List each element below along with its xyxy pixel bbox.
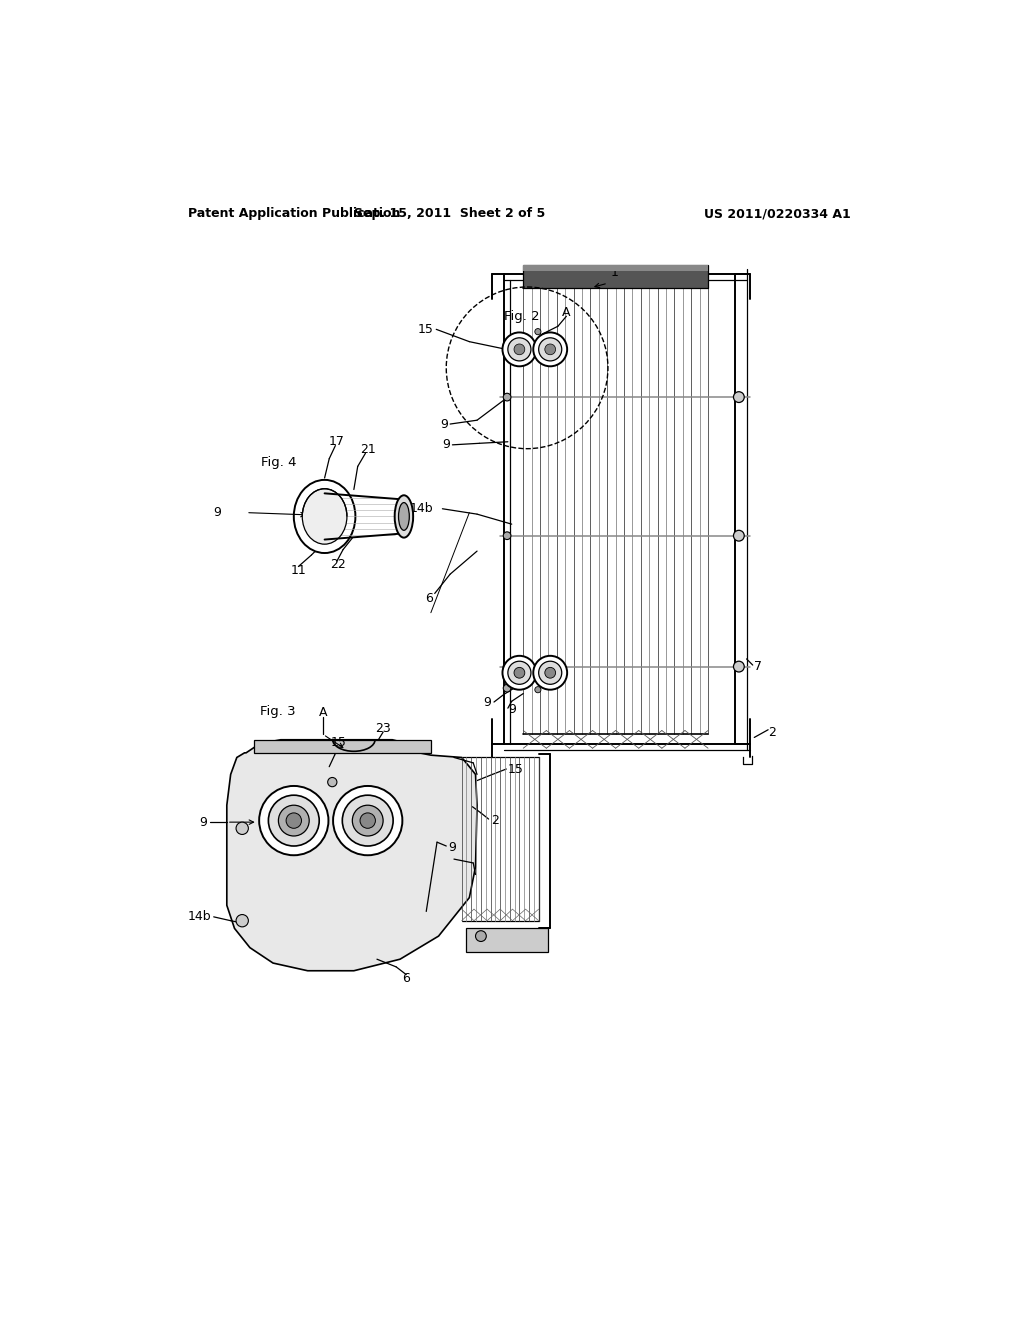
Text: 9: 9 [200, 816, 208, 829]
Circle shape [503, 656, 537, 689]
Circle shape [352, 805, 383, 836]
Circle shape [534, 656, 567, 689]
Polygon shape [254, 739, 431, 752]
Text: A: A [318, 706, 328, 719]
Text: 7: 7 [755, 660, 762, 673]
Text: 6: 6 [402, 972, 411, 985]
Circle shape [535, 329, 541, 335]
Circle shape [237, 915, 249, 927]
Circle shape [268, 795, 319, 846]
Circle shape [237, 822, 249, 834]
Text: 9: 9 [214, 506, 221, 519]
Text: 9: 9 [442, 438, 451, 451]
Text: 2: 2 [490, 814, 499, 828]
Text: 9: 9 [440, 417, 447, 430]
Circle shape [503, 663, 511, 671]
Text: 14b: 14b [187, 911, 211, 924]
Circle shape [259, 785, 329, 855]
Circle shape [534, 333, 567, 367]
Circle shape [733, 392, 744, 403]
Text: Patent Application Publication: Patent Application Publication [188, 207, 400, 220]
Circle shape [503, 684, 511, 692]
Ellipse shape [302, 488, 347, 544]
Circle shape [503, 333, 537, 367]
Circle shape [508, 338, 531, 360]
Text: 21: 21 [359, 444, 376, 455]
Text: 15: 15 [418, 323, 433, 335]
Text: Fig. 4: Fig. 4 [261, 455, 297, 469]
Circle shape [342, 795, 393, 846]
Text: 17: 17 [329, 436, 345, 449]
Ellipse shape [394, 495, 413, 537]
Circle shape [545, 668, 556, 678]
Circle shape [503, 393, 511, 401]
Circle shape [279, 805, 309, 836]
Circle shape [328, 777, 337, 787]
Text: 14b: 14b [410, 502, 433, 515]
Polygon shape [466, 928, 548, 952]
Ellipse shape [398, 503, 410, 531]
Polygon shape [226, 739, 477, 970]
Text: 23: 23 [375, 722, 391, 735]
Text: 22: 22 [331, 558, 346, 572]
Circle shape [514, 345, 525, 355]
Text: 2: 2 [768, 726, 776, 739]
Circle shape [535, 686, 541, 693]
Circle shape [475, 931, 486, 941]
Ellipse shape [294, 480, 355, 553]
Text: 15: 15 [331, 735, 346, 748]
Text: 9: 9 [483, 696, 490, 709]
Text: Fig. 2: Fig. 2 [504, 310, 540, 323]
Text: US 2011/0220334 A1: US 2011/0220334 A1 [705, 207, 851, 220]
Circle shape [360, 813, 376, 829]
Text: 9: 9 [508, 704, 516, 717]
Text: 9: 9 [447, 841, 456, 854]
Circle shape [514, 668, 525, 678]
Circle shape [503, 532, 511, 540]
Text: Fig. 3: Fig. 3 [260, 705, 296, 718]
Circle shape [733, 531, 744, 541]
Text: 1: 1 [610, 265, 618, 279]
Circle shape [545, 345, 556, 355]
Text: Sep. 15, 2011  Sheet 2 of 5: Sep. 15, 2011 Sheet 2 of 5 [354, 207, 546, 220]
Circle shape [539, 338, 562, 360]
Text: 6: 6 [425, 593, 433, 606]
Text: 15: 15 [508, 763, 523, 776]
Text: A: A [562, 306, 570, 319]
Circle shape [733, 661, 744, 672]
Circle shape [539, 661, 562, 684]
Bar [523, 264, 708, 288]
Text: 11: 11 [291, 564, 306, 577]
Circle shape [508, 661, 531, 684]
Circle shape [286, 813, 301, 829]
Circle shape [333, 785, 402, 855]
Bar [523, 264, 708, 271]
